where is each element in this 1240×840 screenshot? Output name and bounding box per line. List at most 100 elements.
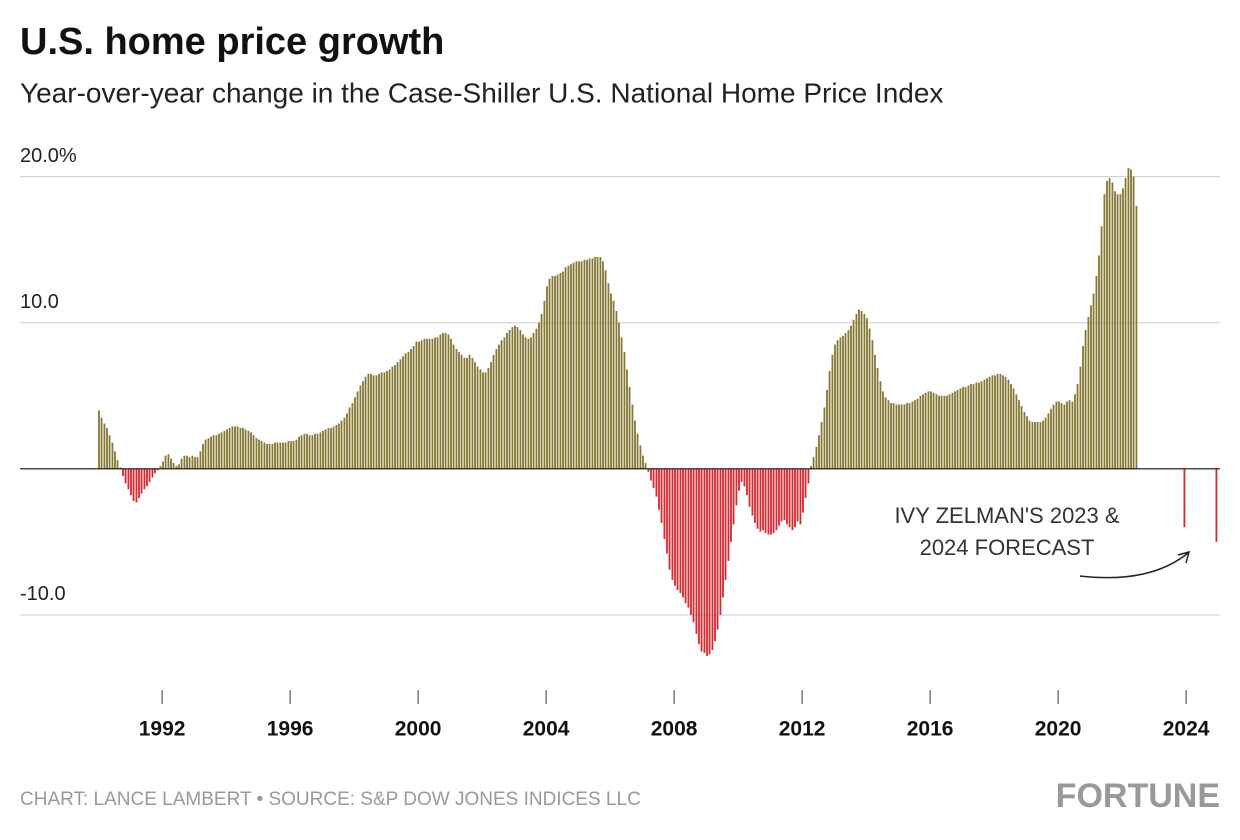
bar — [820, 422, 823, 469]
bar — [794, 468, 796, 528]
bar — [767, 468, 770, 535]
bar — [1095, 275, 1098, 469]
bar — [618, 322, 620, 469]
bar — [882, 391, 884, 469]
y-tick-label: -10.0 — [20, 583, 66, 605]
bar — [1034, 422, 1036, 469]
bar — [236, 426, 239, 469]
bar — [695, 468, 698, 634]
bar — [204, 439, 207, 469]
bar — [284, 442, 287, 469]
bar — [804, 468, 807, 499]
bar — [327, 427, 330, 469]
bar — [402, 356, 404, 469]
bar — [1063, 404, 1066, 469]
bar — [932, 392, 935, 469]
bar — [844, 332, 847, 469]
bar — [655, 468, 658, 497]
bar — [658, 468, 660, 510]
bar — [199, 451, 202, 469]
bar — [452, 344, 455, 469]
bar — [172, 462, 175, 469]
y-tick-label: 10.0 — [20, 291, 59, 313]
bar — [623, 351, 626, 469]
bar — [818, 435, 820, 469]
bar — [567, 265, 570, 469]
bar — [1082, 346, 1084, 469]
bar — [306, 433, 308, 469]
bar — [1135, 205, 1138, 469]
bar — [276, 442, 279, 469]
bar — [588, 258, 591, 469]
bar — [388, 369, 391, 469]
bar — [572, 262, 575, 469]
bar — [500, 340, 503, 469]
bar — [548, 278, 551, 469]
bar — [258, 439, 260, 469]
bar — [682, 468, 684, 598]
bar — [1028, 420, 1031, 469]
bar — [898, 404, 900, 469]
bar — [951, 392, 954, 469]
bar — [802, 468, 804, 513]
bar — [364, 376, 367, 469]
bar — [98, 410, 100, 469]
bar — [986, 378, 988, 469]
bar — [663, 468, 666, 539]
bar — [551, 275, 554, 469]
bar — [436, 337, 439, 469]
bar — [490, 362, 492, 469]
bar — [1002, 375, 1004, 469]
bar — [162, 461, 164, 469]
bar — [124, 468, 127, 484]
bar — [839, 337, 842, 469]
bar — [1124, 178, 1127, 469]
bar — [226, 429, 228, 469]
bar — [303, 433, 306, 469]
bar — [871, 340, 874, 469]
bar — [690, 468, 692, 615]
bar — [610, 293, 612, 469]
bar — [255, 438, 258, 469]
bar — [311, 435, 314, 469]
bar — [879, 381, 882, 469]
bar — [863, 313, 866, 469]
bar — [218, 433, 220, 469]
bar — [946, 395, 948, 469]
bar — [679, 468, 682, 594]
bar — [503, 337, 506, 469]
bar — [191, 455, 194, 469]
bar — [559, 273, 562, 469]
bar — [1114, 191, 1116, 469]
y-tick-label: 20.0% — [20, 145, 77, 167]
bar — [1111, 182, 1114, 469]
bar — [906, 403, 908, 469]
bar — [831, 354, 834, 469]
bar — [919, 395, 922, 469]
bar — [1039, 422, 1042, 469]
bar — [1015, 394, 1018, 469]
bar — [639, 445, 642, 469]
bar — [330, 427, 332, 469]
bar — [511, 327, 514, 469]
x-tick-label: 2004 — [523, 718, 570, 741]
bar — [938, 395, 940, 469]
bar — [103, 423, 106, 469]
bar — [591, 258, 594, 469]
bar — [164, 455, 167, 469]
bar — [823, 407, 826, 469]
bar — [612, 300, 615, 469]
bar — [316, 433, 319, 469]
bar — [442, 332, 444, 469]
bar — [583, 259, 586, 469]
bar — [620, 337, 623, 469]
bar — [687, 468, 690, 608]
bar — [186, 455, 188, 469]
bar — [196, 457, 199, 469]
bar — [151, 468, 154, 478]
bar — [300, 435, 303, 469]
bar — [383, 372, 386, 469]
bar — [556, 274, 559, 469]
bar — [532, 332, 535, 469]
